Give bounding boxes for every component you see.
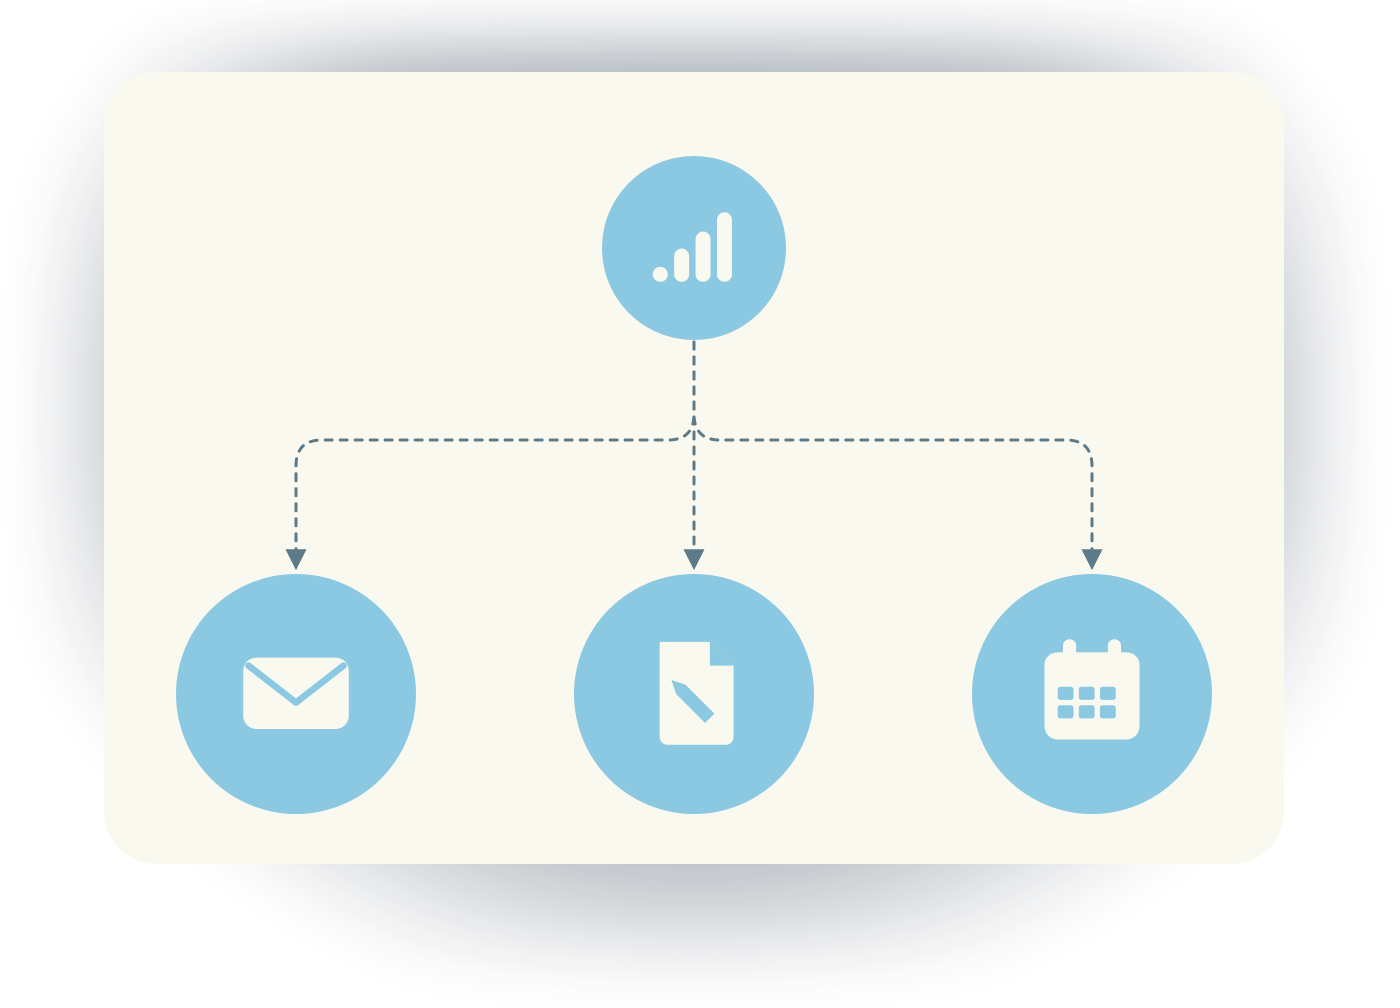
node-document [574, 574, 814, 814]
diagram-stage [0, 0, 1400, 1008]
file-edit-icon [628, 626, 760, 762]
node-analytics [602, 156, 786, 340]
edge-root-to-mail [296, 342, 694, 566]
edge-root-to-calendar [694, 342, 1092, 566]
node-mail [176, 574, 416, 814]
diagram-card [104, 72, 1284, 864]
calendar-icon [1026, 626, 1158, 762]
node-calendar [972, 574, 1212, 814]
chart-bars-icon [641, 193, 748, 304]
envelope-icon [230, 626, 362, 762]
